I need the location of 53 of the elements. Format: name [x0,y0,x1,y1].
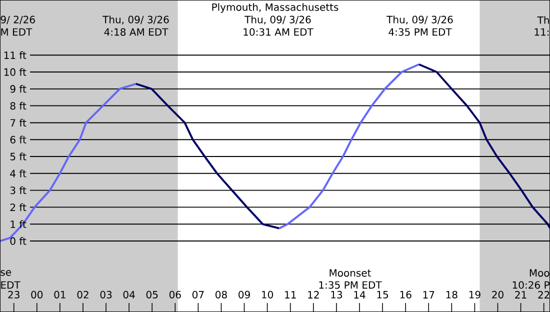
x-tick-label: 15 [377,291,388,298]
x-tick-label: 23 [8,290,20,298]
annotation: Thu, 09/ 3/26 [102,16,169,24]
y-tick-label: 10 ft [4,68,26,76]
x-tick-label: 00 [31,290,43,298]
annotation: se [0,270,12,276]
annotation: M EDT [1,28,32,36]
x-tick-label: 05 [146,290,158,298]
x-tick-label: 16 [400,290,412,298]
annotation: Th [537,16,549,24]
annotation: EDT [1,281,20,289]
x-tick-label: 13 [331,290,342,298]
x-tick-label: 02 [77,290,88,298]
x-tick-label: 09 [238,290,250,298]
annotation: 9/ 2/26 [0,16,35,24]
y-tick-label: 0 ft [10,237,26,245]
y-tick-label: 6 ft [10,136,26,144]
annotation: 10:31 AM EDT [244,28,314,36]
annotation: Moonset [330,269,372,277]
x-tick-label: 10 [262,290,274,298]
annotation: 1:35 PM EDT [319,281,382,289]
annotation: 11: [534,28,549,36]
x-tick-label: 17 [423,291,434,298]
annotation: Thu, 09/ 3/26 [386,16,453,24]
y-tick-label: 9 ft [10,85,26,93]
y-tick-label: 2 ft [10,203,26,211]
x-tick-label: 03 [100,290,112,298]
y-tick-label: 5 ft [10,152,26,160]
x-tick-label: 11 [285,291,296,298]
y-tick-label: 8 ft [10,102,26,110]
annotation: 4:18 AM EDT [104,28,168,36]
annotation: 4:35 PM EDT [388,28,452,36]
y-tick-label: 7 ft [10,118,26,126]
x-tick-label: 18 [446,290,458,298]
y-tick-label: 11 ft [4,51,26,59]
x-tick-label: 21 [515,291,526,298]
chart-title: Plymouth, Massachusetts [212,3,338,13]
x-tick-label: 14 [354,291,366,298]
annotation: Thu, 09/ 3/26 [244,16,311,24]
x-tick-label: 07 [192,290,204,298]
y-tick-label: 4 ft [10,170,26,178]
x-tick-label: 08 [216,290,227,298]
y-tick-label: 3 ft [10,186,26,194]
annotation: 10:26 P [512,281,550,289]
x-tick-label: 04 [123,290,135,298]
x-tick-label: 22 [538,291,550,298]
annotation: Moo [530,269,550,277]
x-tick-label: 01 [54,290,66,298]
x-tick-label: 06 [169,290,181,298]
x-tick-label: 19 [469,290,480,298]
x-tick-label: 12 [308,291,319,298]
y-tick-label: 1 ft [10,220,26,228]
x-tick-label: 20 [492,290,504,298]
